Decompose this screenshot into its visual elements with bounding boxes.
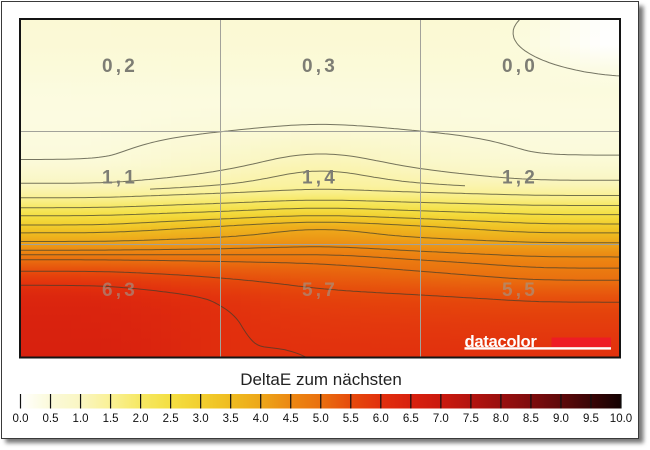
svg-text:0.0: 0.0 xyxy=(13,413,29,425)
svg-text:9.0: 9.0 xyxy=(553,413,569,425)
svg-text:3.0: 3.0 xyxy=(193,413,209,425)
svg-text:1,4: 1,4 xyxy=(302,168,338,189)
svg-text:0,0: 0,0 xyxy=(502,56,538,77)
svg-text:1.0: 1.0 xyxy=(73,413,89,425)
svg-text:5,7: 5,7 xyxy=(302,280,338,301)
svg-text:5.0: 5.0 xyxy=(313,413,329,425)
svg-text:5.5: 5.5 xyxy=(343,413,359,425)
svg-text:2.0: 2.0 xyxy=(133,413,149,425)
svg-text:0,2: 0,2 xyxy=(102,56,138,77)
svg-text:7.0: 7.0 xyxy=(433,413,449,425)
svg-text:8.0: 8.0 xyxy=(493,413,509,425)
svg-text:0.5: 0.5 xyxy=(43,413,59,425)
svg-text:3.5: 3.5 xyxy=(223,413,239,425)
svg-text:datacolor: datacolor xyxy=(465,332,538,351)
svg-text:6,3: 6,3 xyxy=(102,280,138,301)
svg-text:7.5: 7.5 xyxy=(463,413,479,425)
svg-text:6.0: 6.0 xyxy=(373,413,389,425)
svg-text:DeltaE zum nächsten: DeltaE zum nächsten xyxy=(240,370,402,389)
svg-text:0,3: 0,3 xyxy=(302,56,338,77)
svg-text:9.5: 9.5 xyxy=(583,413,599,425)
svg-text:5,5: 5,5 xyxy=(502,280,538,301)
svg-text:1.5: 1.5 xyxy=(103,413,119,425)
svg-text:2.5: 2.5 xyxy=(163,413,179,425)
svg-text:4.0: 4.0 xyxy=(253,413,269,425)
svg-text:8.5: 8.5 xyxy=(523,413,539,425)
svg-text:6.5: 6.5 xyxy=(403,413,419,425)
svg-text:4.5: 4.5 xyxy=(283,413,299,425)
svg-text:10.0: 10.0 xyxy=(610,413,632,425)
svg-text:1,1: 1,1 xyxy=(102,168,138,189)
svg-text:1,2: 1,2 xyxy=(502,168,538,189)
